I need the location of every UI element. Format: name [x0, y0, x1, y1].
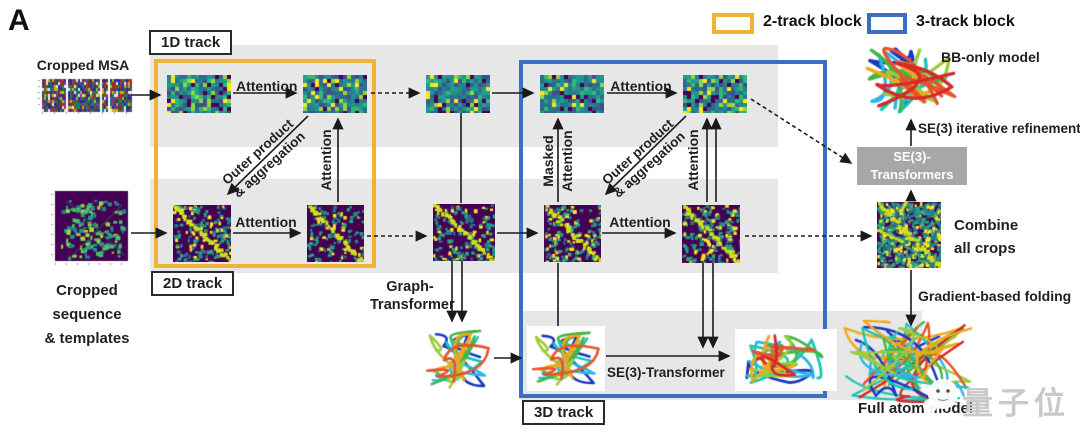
protein-structure-graph-transformer	[423, 326, 493, 392]
se3-transformers-box: SE(3)- Transformers	[857, 147, 967, 185]
panel-letter: A	[8, 4, 30, 37]
masked-label-vertical: Masked	[540, 135, 556, 187]
1d-feature-map-1	[167, 75, 231, 113]
watermark-text: 量子位	[962, 386, 1070, 421]
1d-feature-map-2	[303, 75, 367, 113]
legend-two-track-label: 2-track block	[763, 13, 862, 30]
protein-structure-3d-input	[529, 328, 603, 389]
2d-feature-map-3	[433, 204, 495, 261]
1d-feature-map-4	[540, 75, 604, 113]
attention-label-1d-yellow: Attention	[236, 78, 298, 94]
combined-crops-map	[877, 202, 941, 268]
se3-refinement-label: SE(3) iterative refinement	[918, 121, 1080, 136]
2d-feature-map-5	[682, 205, 740, 263]
1d-feature-map-3	[426, 75, 490, 113]
cropped-msa-label: Cropped MSA	[36, 57, 130, 73]
se3-transformer-arrow-label: SE(3)-Transformer	[607, 365, 725, 380]
attention-label-1d-blue: Attention	[610, 78, 672, 94]
attention-label-2d-blue: Attention	[609, 214, 671, 230]
cropped-msa-image	[33, 76, 133, 118]
label-2d-track: 2D track	[151, 271, 235, 296]
attention-label-vertical-yellow: Attention	[318, 129, 334, 191]
2d-feature-map-2	[307, 205, 364, 262]
three-track-block-outline	[519, 60, 827, 398]
se3-box-line2: Transformers	[870, 167, 954, 182]
cropped-seq-line3: & templates	[44, 330, 130, 347]
legend-three-track-swatch	[867, 13, 907, 34]
cropped-seq-line2: sequence	[52, 306, 122, 323]
2d-feature-map-4	[544, 205, 601, 262]
protein-structure-bb-only	[860, 42, 960, 116]
attention-label-vertical-masked: Attention	[559, 130, 575, 192]
graph-transformer-label: Graph- Transformer	[370, 279, 455, 314]
2d-feature-map-1	[173, 205, 231, 262]
legend-two-track-swatch	[712, 13, 754, 34]
attention-label-2d-yellow: Attention	[235, 214, 297, 230]
se3-box-line1: SE(3)-	[893, 149, 931, 165]
two-track-block-outline	[154, 59, 376, 268]
qbitai-mascot-logo	[923, 379, 958, 413]
cropped-seq-label: Cropped sequence & templates	[8, 279, 166, 351]
label-1d-track: 1D track	[149, 30, 233, 55]
label-3d-track: 3D track	[522, 400, 606, 425]
1d-feature-map-5	[683, 75, 747, 113]
protein-structure-3d-output	[737, 331, 835, 389]
bb-only-model-label: BB-only model	[941, 49, 1040, 65]
cropped-seq-image	[44, 190, 130, 270]
gradient-folding-label: Gradient-based folding	[918, 288, 1072, 304]
legend-three-track-label: 3-track block	[916, 13, 1015, 30]
combine-all-crops-label: Combine all crops	[954, 217, 1019, 258]
cropped-seq-line1: Cropped	[56, 282, 118, 299]
